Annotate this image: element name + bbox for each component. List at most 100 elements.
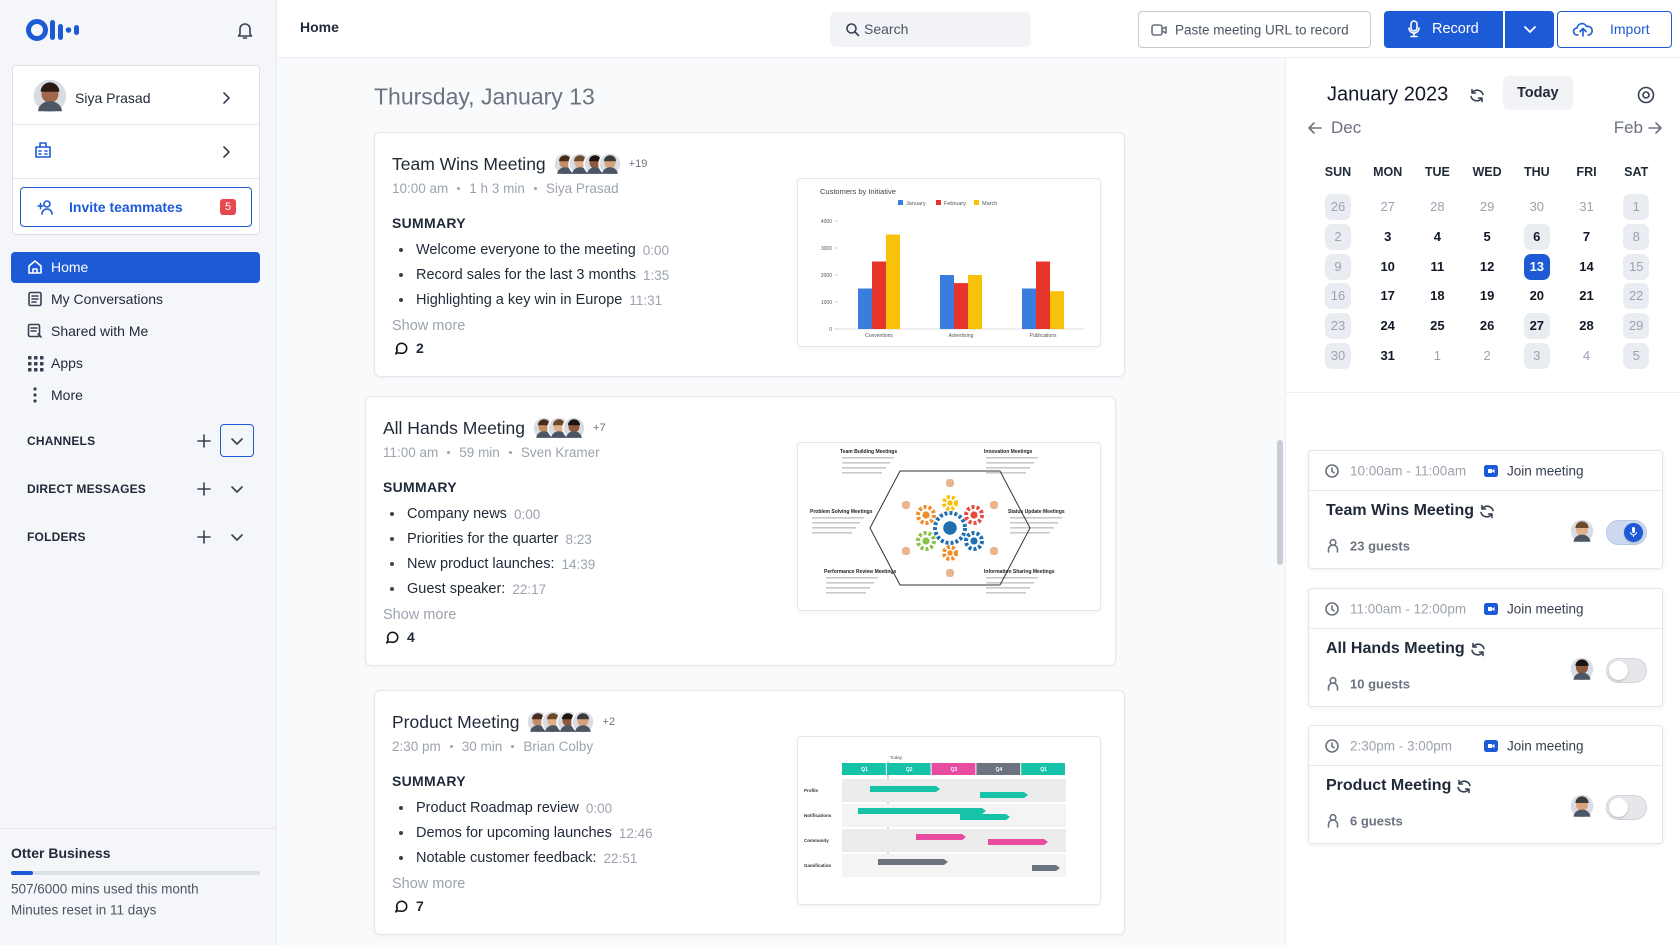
calendar-day[interactable]: 29	[1623, 313, 1650, 340]
preview-thumbnail: Customers by Initiative January February Ma…	[797, 178, 1101, 347]
record-options-button[interactable]	[1505, 11, 1554, 48]
meeting-title[interactable]: Team Wins Meeting	[392, 153, 546, 174]
nav-item[interactable]: My Conversations	[51, 291, 164, 307]
meeting-card[interactable]: All Hands Meeting +7 11:00 am 59 min Sven Kr…	[365, 396, 1116, 666]
calendar-day[interactable]: 6	[1523, 223, 1550, 250]
section-toggle-focus[interactable]	[220, 424, 254, 457]
calendar-day[interactable]: 21	[1579, 288, 1594, 304]
join-meeting[interactable]: Join meeting	[1507, 738, 1584, 754]
avatar	[571, 710, 596, 734]
summary-item[interactable]: Record sales for the last 3 months 1:35	[399, 267, 669, 283]
show-more[interactable]: Show more	[383, 607, 457, 623]
invite-button[interactable]: Invite teammates 5	[20, 187, 252, 227]
person-icon	[1327, 538, 1339, 553]
meeting-title[interactable]: All Hands Meeting	[383, 417, 526, 438]
show-more[interactable]: Show more	[392, 876, 466, 892]
summary-item[interactable]: Company news 0:00	[390, 506, 540, 522]
calendar-day[interactable]: 28	[1430, 199, 1445, 214]
calendar-day[interactable]: 7	[1582, 228, 1591, 244]
summary-item[interactable]: Demos for upcoming launches 12:46	[399, 825, 653, 841]
meeting-card[interactable]: Team Wins Meeting +19 10:00 am 1 h 3 min Siy…	[374, 132, 1125, 377]
calendar-day[interactable]: 9	[1325, 253, 1351, 280]
calendar-day[interactable]: 20	[1529, 288, 1545, 304]
legend-swatch	[936, 200, 941, 205]
calendar-day[interactable]: 8	[1623, 223, 1650, 250]
today-button[interactable]: Today	[1503, 76, 1573, 110]
summary-item[interactable]: New product launches: 14:39	[390, 556, 595, 572]
text-line	[826, 582, 874, 584]
nav-item[interactable]: More	[51, 387, 83, 403]
summary-item[interactable]: Product Roadmap review 0:00	[399, 800, 612, 816]
summary-item[interactable]: Notable customer feedback: 22:51	[399, 850, 637, 866]
search-box[interactable]: Search	[830, 12, 1031, 47]
calendar-day[interactable]: 11	[1430, 258, 1445, 274]
calendar-day[interactable]: 13	[1523, 253, 1550, 280]
record-toggle[interactable]	[1606, 795, 1647, 820]
icon-shape	[31, 295, 39, 303]
nav-item[interactable]: Home	[51, 259, 89, 275]
meeting-title[interactable]: Product Meeting	[392, 711, 520, 732]
calendar-day[interactable]: 3	[1523, 343, 1550, 369]
calendar-day[interactable]: 14	[1579, 258, 1594, 274]
invite-badge: 5	[220, 199, 236, 215]
calendar-day[interactable]: 29	[1479, 199, 1495, 214]
calendar-day[interactable]: 2	[1483, 348, 1491, 363]
meeting-card[interactable]: Product Meeting +2 2:30 pm 30 min Brian Colb…	[374, 690, 1125, 935]
calendar-day[interactable]: 16	[1325, 283, 1351, 310]
section-heading[interactable]: CHANNELS	[27, 434, 96, 448]
section-heading[interactable]: FOLDERS	[27, 530, 86, 544]
calendar-day[interactable]: 28	[1579, 318, 1594, 334]
import-button[interactable]: Import	[1557, 11, 1672, 48]
event-card[interactable]: 10:00am - 11:00am Join meeting Team Wins M…	[1308, 450, 1663, 569]
calendar-day[interactable]: 3	[1384, 228, 1392, 244]
comment-count: 2	[416, 340, 424, 356]
summary-item[interactable]: Welcome everyone to the meeting 0:00	[399, 242, 669, 258]
icon-shape	[395, 342, 408, 355]
calendar-day[interactable]: 18	[1430, 288, 1445, 304]
calendar-day[interactable]: 27	[1523, 313, 1550, 340]
calendar-day[interactable]: 30	[1325, 343, 1351, 369]
record-toggle[interactable]	[1606, 658, 1647, 683]
event-card[interactable]: 2:30pm - 3:00pm Join meeting Product Meeti…	[1308, 725, 1663, 844]
calendar-day[interactable]: 15	[1623, 253, 1650, 280]
calendar-day[interactable]: 30	[1529, 199, 1545, 214]
calendar-day[interactable]: 4	[1582, 348, 1591, 363]
nav-item[interactable]: Apps	[51, 355, 83, 371]
calendar-day[interactable]: 5	[1623, 343, 1650, 369]
calendar-day[interactable]: 25	[1430, 318, 1445, 334]
summary-text: New product launches:	[407, 556, 555, 572]
calendar-day[interactable]: 2	[1325, 223, 1351, 250]
calendar-day[interactable]: 1	[1433, 348, 1441, 363]
calendar-day[interactable]: 26	[1479, 318, 1495, 334]
join-meeting[interactable]: Join meeting	[1507, 463, 1584, 479]
calendar-day[interactable]: 17	[1380, 288, 1395, 304]
calendar-day[interactable]: 22	[1623, 283, 1650, 310]
calendar-day[interactable]: 4	[1433, 228, 1441, 244]
calendar-day[interactable]: 31	[1380, 348, 1395, 363]
record-button[interactable]: Record	[1384, 11, 1503, 48]
paste-url-button[interactable]: Paste meeting URL to record	[1138, 11, 1371, 48]
calendar-day[interactable]: 1	[1623, 194, 1650, 220]
calendar-day[interactable]: 19	[1479, 288, 1495, 304]
calendar-day[interactable]: 31	[1579, 199, 1594, 214]
calendar-day[interactable]: 26	[1325, 194, 1351, 220]
prev-month[interactable]: Dec	[1331, 118, 1362, 137]
next-month[interactable]: Feb	[1613, 118, 1643, 137]
nav-item[interactable]: Shared with Me	[51, 323, 149, 339]
calendar-day[interactable]: 10	[1380, 258, 1395, 274]
avatar	[562, 416, 586, 440]
show-more[interactable]: Show more	[392, 318, 466, 334]
calendar-day[interactable]: 23	[1325, 313, 1351, 340]
calendar-day[interactable]: 24	[1380, 318, 1395, 334]
join-meeting[interactable]: Join meeting	[1507, 601, 1584, 617]
record-toggle[interactable]	[1606, 520, 1647, 545]
calendar-day[interactable]: 5	[1483, 228, 1491, 244]
section-heading[interactable]: DIRECT MESSAGES	[27, 482, 147, 496]
calendar-day[interactable]: 12	[1479, 258, 1495, 274]
meeting-duration: 1 h 3 min	[469, 181, 525, 196]
summary-item[interactable]: Highlighting a key win in Europe 11:31	[399, 292, 662, 308]
summary-item[interactable]: Guest speaker: 22:17	[390, 581, 546, 597]
event-card[interactable]: 11:00am - 12:00pm Join meeting All Hands M…	[1308, 588, 1663, 707]
summary-item[interactable]: Priorities for the quarter 8:23	[390, 531, 592, 547]
calendar-day[interactable]: 27	[1380, 199, 1395, 214]
